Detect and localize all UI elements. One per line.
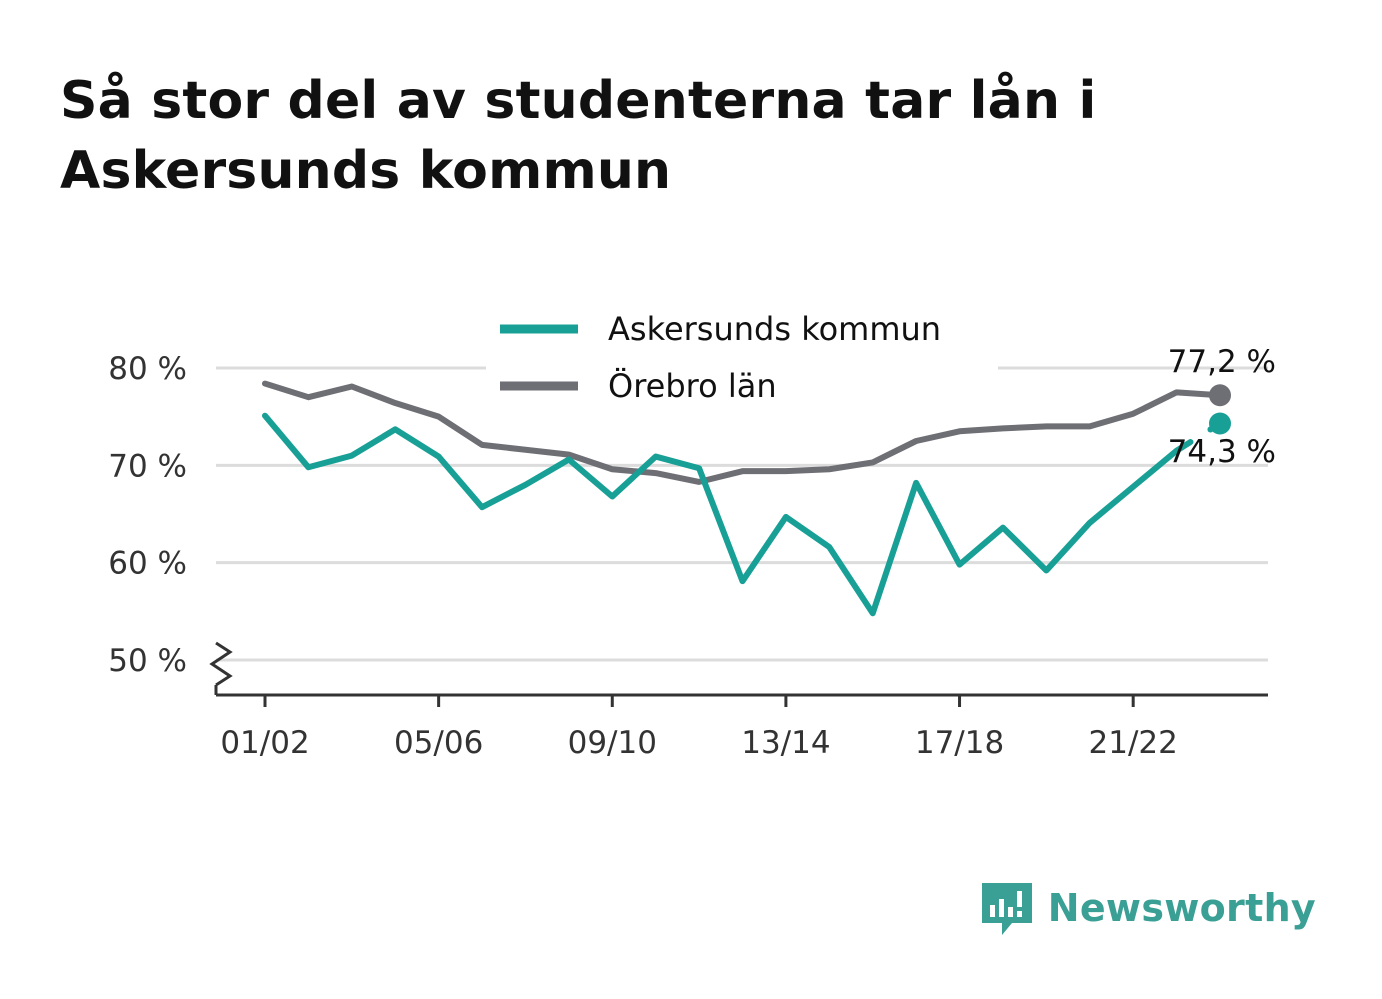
y-axis-ticks: 50 % 60 % 70 % 80 %: [108, 351, 187, 679]
end-labels: 77,2 % 74,3 %: [1168, 344, 1276, 470]
x-tick-label: 13/14: [741, 725, 830, 761]
newsworthy-logo-icon: [981, 883, 1032, 935]
series-line-askersund: [262, 412, 1180, 617]
x-tick-label: 09/10: [568, 725, 657, 761]
end-label-askersund: 74,3 %: [1168, 434, 1276, 470]
end-label-orebro: 77,2 %: [1168, 344, 1276, 380]
y-tick-label: 60 %: [108, 546, 187, 582]
legend-label: Örebro län: [608, 367, 777, 405]
y-tick-label: 70 %: [108, 448, 187, 484]
x-tick-label: 01/02: [220, 725, 309, 761]
legend-background: [486, 300, 998, 412]
legend-label: Askersunds kommun: [608, 310, 941, 348]
legend: Askersunds kommun Örebro län: [486, 300, 998, 412]
axis-break-zigzag: [209, 641, 233, 687]
x-tick-label: 17/18: [915, 725, 1004, 761]
end-point-marker: [1209, 384, 1231, 407]
series-line-segment: [1174, 439, 1194, 454]
newsworthy-brand[interactable]: Newsworthy: [978, 879, 1316, 937]
y-tick-label: 50 %: [108, 643, 187, 679]
x-tick-label: 05/06: [394, 725, 483, 761]
x-tick-label: 21/22: [1089, 725, 1178, 761]
x-axis: 01/02 05/06 09/10 13/14 17/18 21/22: [216, 693, 1268, 761]
series-line-orebro: [262, 380, 1223, 485]
end-point-marker: [1209, 412, 1231, 435]
chart-title: Så stor del av studenterna tar lån i Ask…: [60, 71, 1097, 201]
brand-name: Newsworthy: [1047, 886, 1316, 930]
y-tick-label: 80 %: [108, 351, 187, 387]
axis-break-icon: [209, 641, 233, 695]
series-lines: [262, 380, 1231, 617]
